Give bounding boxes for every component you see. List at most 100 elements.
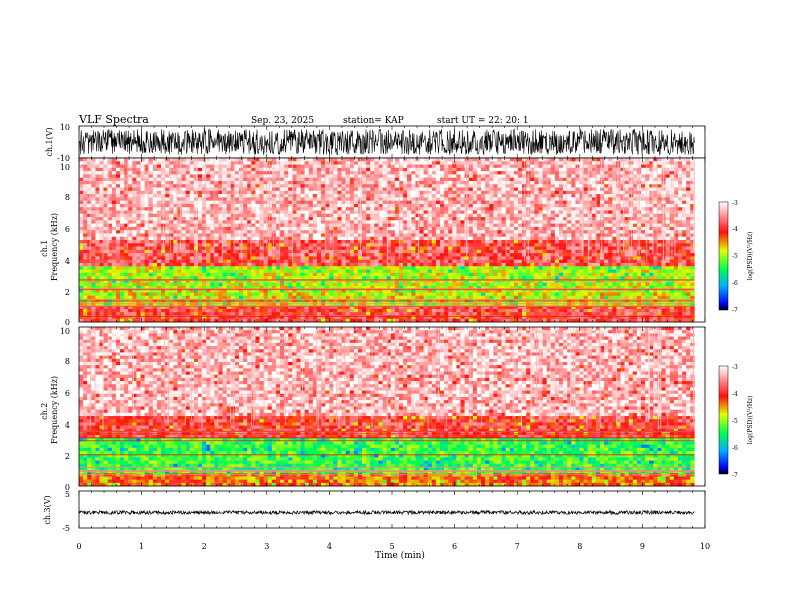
ch1-spectrogram-cell [415,243,419,247]
ch1-spectrogram-cell [157,188,161,192]
ch1-spectrogram-cell [625,174,629,178]
ch1-spectrogram-cell [461,224,465,228]
ch1-spectrogram-cell [280,220,284,224]
ch1-spectrogram-cell [214,178,218,182]
ch1-spectrogram-cell [678,256,682,260]
ch1-spectrogram-cell [272,191,276,195]
ch1-spectrogram-cell [292,184,296,188]
ch1-spectrogram-cell [280,256,284,260]
ch1-spectrogram-cell [301,204,305,208]
ch1-spectrogram-cell [662,168,666,172]
ch1-spectrogram-cell [600,184,604,188]
ch1-spectrogram-cell [674,224,678,228]
ch1-spectrogram-cell [666,158,670,162]
ch1-spectrogram-cell [514,181,518,185]
ch1-spectrogram-cell [682,201,686,205]
ch1-spectrogram-cell [313,178,317,182]
ch1-spectrogram-cell [370,168,374,172]
ch1-spectrogram-cell [301,250,305,254]
ch1-spectrogram-cell [95,171,99,175]
ch1-spectrogram-cell [321,188,325,192]
ch1-spectrogram-cell [350,171,354,175]
ch1-spectrogram-cell [325,168,329,172]
ch1-spectrogram-cell [596,165,600,169]
ch1-spectrogram-cell [662,197,666,201]
ch1-spectrogram-cell [214,240,218,244]
ch1-spectrogram-cell [641,184,645,188]
ch1-spectrogram-cell [666,161,670,165]
ch1-spectrogram-cell [637,188,641,192]
ch1-spectrogram-cell [190,184,194,188]
ch1-spectrogram-cell [292,207,296,211]
ch1-spectrogram-cell [604,191,608,195]
ch1-spectrogram-cell [477,161,481,165]
ch1-spectrogram-cell [83,201,87,205]
ch1-spectrogram-cell [301,161,305,165]
ch1-spectrogram-cell [370,161,374,165]
ch1-spectrogram-cell [407,256,411,260]
ch1-spectrogram-cell [268,237,272,241]
ch1-spectrogram-cell [272,250,276,254]
ch1-spectrogram-cell [235,201,239,205]
ch1-spectrogram-cell [469,181,473,185]
ch1-spectrogram-cell [272,201,276,205]
ch1-spectrogram-cell [255,188,259,192]
ch1-spectrogram-cell [157,204,161,208]
ch1-spectrogram-cell [165,243,169,247]
ch1-spectrogram-cell [370,230,374,234]
ch1-spectrogram-cell [132,224,136,228]
ch1-spectrogram-cell [383,214,387,218]
ch1-spectrogram-cell [149,217,153,221]
ch1-spectrogram-cell [567,243,571,247]
ch1-spectrogram-cell [272,214,276,218]
ch1-spectrogram-cell [456,240,460,244]
ch1-spectrogram-cell [485,197,489,201]
ch1-spectrogram-cell [493,247,497,251]
ch1-spectrogram-cell [116,207,120,211]
ch1-spectrogram-cell [662,247,666,251]
ch1-spectrogram-cell [370,184,374,188]
ch1-spectrogram-cell [366,204,370,208]
ch1-spectrogram-cell [370,240,374,244]
ch1-spectrogram-cell [370,217,374,221]
ch1-spectrogram-cell [136,201,140,205]
ch1-spectrogram-cell [141,227,145,231]
ch1-spectrogram-cell [534,243,538,247]
ch1-spectrogram-cell [641,161,645,165]
ch1-spectrogram-cell [194,178,198,182]
ch1-spectrogram-cell [182,224,186,228]
ch1-spectrogram-cell [452,250,456,254]
ch1-spectrogram-cell [436,224,440,228]
ch1-spectrogram-cell [321,158,325,162]
ch1-spectrogram-cell [91,247,95,251]
ch1-spectrogram-cell [432,247,436,251]
ch1-spectrogram-cell [518,178,522,182]
ch1-spectrogram-cell [522,207,526,211]
ch1-spectrogram-cell [481,230,485,234]
ch1-spectrogram-cell [608,181,612,185]
ch1-spectrogram-cell [383,227,387,231]
ch1-spectrogram-cell [436,220,440,224]
ch1-spectrogram-cell [391,207,395,211]
ch1-spectrogram-cell [112,178,116,182]
ch1-spectrogram-cell [461,220,465,224]
ch1-spectrogram-cell [674,247,678,251]
ch1-spectrogram-cell [600,181,604,185]
ch1-spectrogram-cell [145,256,149,260]
ch1-spectrogram-cell [461,210,465,214]
ch1-spectrogram-cell [268,240,272,244]
ch1-spectrogram-cell [522,210,526,214]
ch1-spectrogram-cell [231,214,235,218]
ch1-spectrogram-cell [186,230,190,234]
ch1-spectrogram-cell [555,207,559,211]
ch1-spectrogram-cell [674,253,678,257]
ch1-spectrogram-cell [333,233,337,237]
ch1-spectrogram-cell [395,247,399,251]
ch1-spectrogram-cell [510,217,514,221]
ch1-spectrogram-cell [461,250,465,254]
ch1-spectrogram-cell [264,201,268,205]
ch1-spectrogram-cell [128,243,132,247]
ch1-spectrogram-cell [563,250,567,254]
ch1-spectrogram-cell [596,224,600,228]
ch1-spectrogram-cell [124,237,128,241]
